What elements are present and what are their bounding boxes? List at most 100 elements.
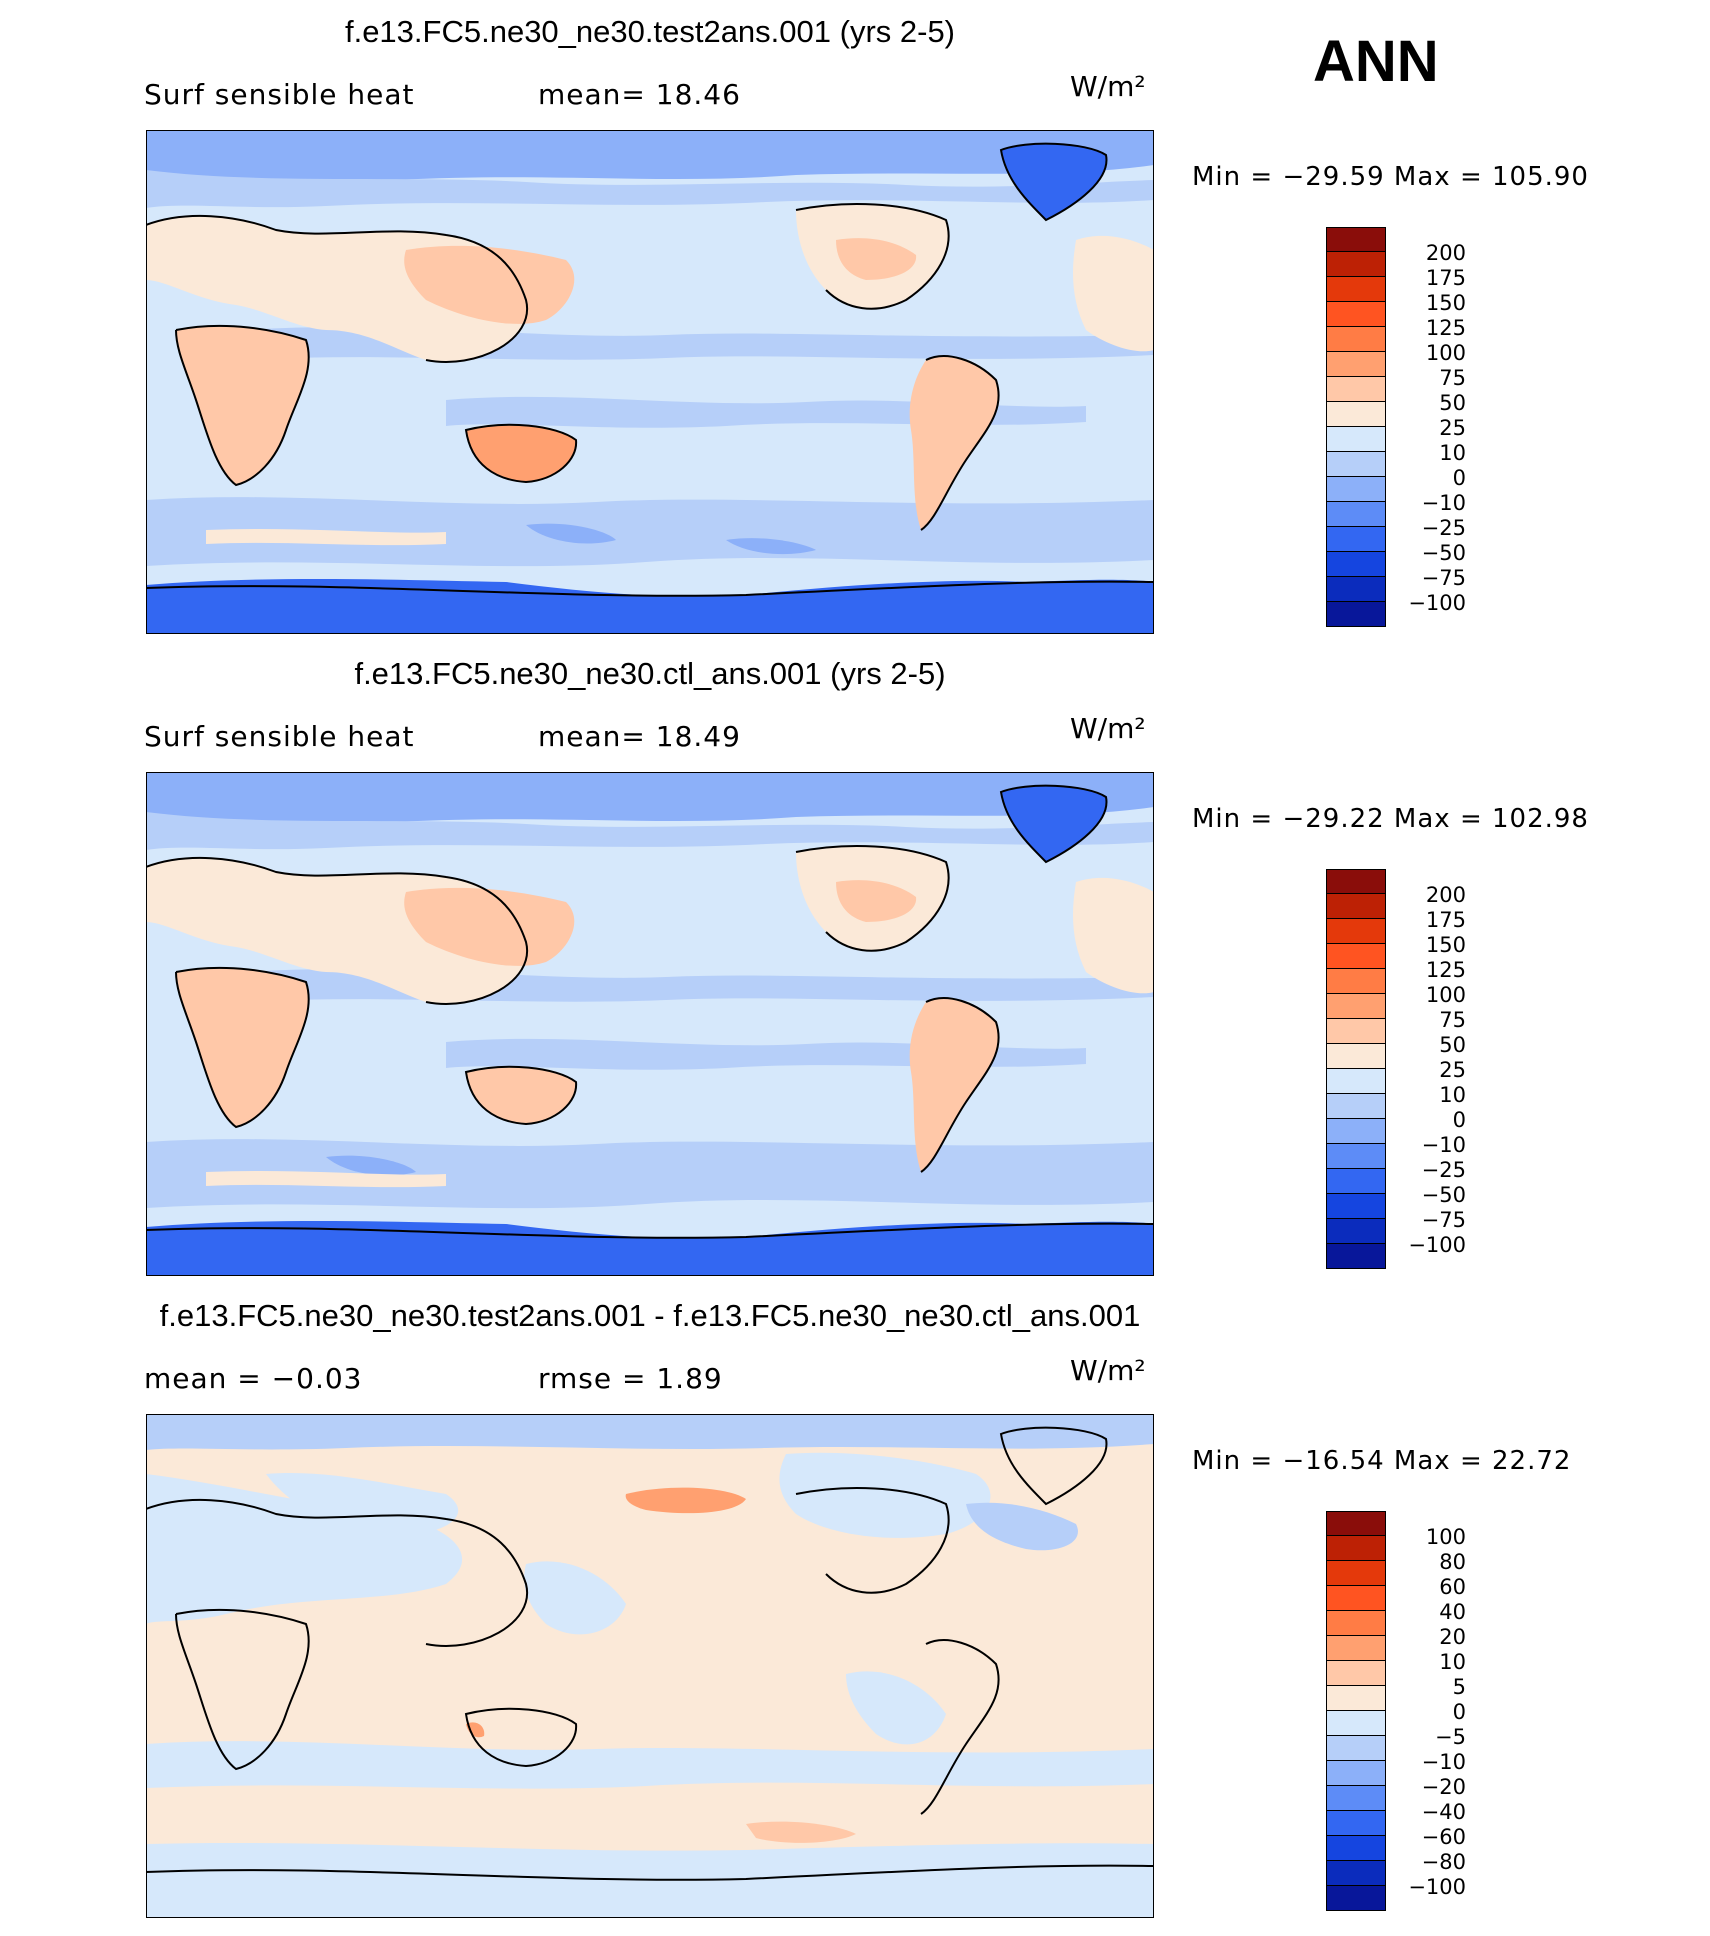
colorbar-label: 50 bbox=[1439, 1033, 1466, 1057]
colorbar-label: 125 bbox=[1425, 958, 1466, 982]
colorbar-cell bbox=[1326, 1836, 1386, 1861]
colorbar-cell bbox=[1326, 1686, 1386, 1711]
colorbar-cell bbox=[1326, 1194, 1386, 1219]
colorbar-label: −25 bbox=[1421, 1158, 1466, 1182]
colorbar-cell bbox=[1326, 577, 1386, 602]
colorbar-cell bbox=[1326, 1019, 1386, 1044]
panel-2-units: W/m² bbox=[1070, 712, 1146, 745]
colorbar-label: −50 bbox=[1421, 1183, 1466, 1207]
colorbar-label: 200 bbox=[1425, 241, 1466, 265]
colorbar-cell bbox=[1326, 969, 1386, 994]
colorbar-cell bbox=[1326, 1886, 1386, 1911]
colorbar-cell bbox=[1326, 1169, 1386, 1194]
colorbar-cell bbox=[1326, 1586, 1386, 1611]
panel-3-mean: mean = −0.03 bbox=[144, 1362, 363, 1395]
colorbar-label: 175 bbox=[1425, 266, 1466, 290]
colorbar-cell bbox=[1326, 452, 1386, 477]
colorbar-cell bbox=[1326, 994, 1386, 1019]
colorbar-cell bbox=[1326, 427, 1386, 452]
colorbar-cell bbox=[1326, 944, 1386, 969]
colorbar-cell bbox=[1326, 302, 1386, 327]
colorbar-cell bbox=[1326, 227, 1386, 252]
colorbar-label: 50 bbox=[1439, 391, 1466, 415]
colorbar-cell bbox=[1326, 252, 1386, 277]
colorbar-cell bbox=[1326, 1511, 1386, 1536]
panel-1-mean: mean= 18.46 bbox=[538, 78, 741, 111]
colorbar-cell bbox=[1326, 352, 1386, 377]
colorbar-label: −60 bbox=[1421, 1825, 1466, 1849]
colorbar-cell bbox=[1326, 1044, 1386, 1069]
colorbar-cell bbox=[1326, 552, 1386, 577]
colorbar-cell bbox=[1326, 1611, 1386, 1636]
colorbar-label: −40 bbox=[1421, 1800, 1466, 1824]
colorbar-label: 25 bbox=[1439, 1058, 1466, 1082]
colorbar-label: −10 bbox=[1421, 1750, 1466, 1774]
panel-2-title: f.e13.FC5.ne30_ne30.ctl_ans.001 (yrs 2-5… bbox=[354, 656, 946, 691]
season-label: ANN bbox=[1313, 29, 1439, 94]
colorbar-cell bbox=[1326, 1119, 1386, 1144]
colorbar-label: −50 bbox=[1421, 541, 1466, 565]
panel-1-minmax: Min = −29.59 Max = 105.90 bbox=[1192, 162, 1589, 192]
panel-2-map bbox=[146, 772, 1154, 1276]
panel-3-colorbar bbox=[1326, 1511, 1386, 1911]
colorbar-cell bbox=[1326, 1786, 1386, 1811]
colorbar-cell bbox=[1326, 1636, 1386, 1661]
colorbar-cell bbox=[1326, 869, 1386, 894]
colorbar-cell bbox=[1326, 1561, 1386, 1586]
panel-2-minmax: Min = −29.22 Max = 102.98 bbox=[1192, 804, 1589, 834]
colorbar-label: 60 bbox=[1439, 1575, 1466, 1599]
colorbar-label: 100 bbox=[1425, 983, 1466, 1007]
colorbar-label: −100 bbox=[1408, 591, 1466, 615]
panel-1-colorbar bbox=[1326, 227, 1386, 627]
colorbar-cell bbox=[1326, 527, 1386, 552]
colorbar-label: 10 bbox=[1439, 441, 1466, 465]
panel-1-units: W/m² bbox=[1070, 70, 1146, 103]
colorbar-label: −75 bbox=[1421, 1208, 1466, 1232]
colorbar-cell bbox=[1326, 1661, 1386, 1686]
colorbar-label: 0 bbox=[1452, 1108, 1466, 1132]
panel-1-title: f.e13.FC5.ne30_ne30.test2ans.001 (yrs 2-… bbox=[344, 14, 956, 49]
colorbar-label: 80 bbox=[1439, 1550, 1466, 1574]
colorbar-label: 100 bbox=[1425, 341, 1466, 365]
colorbar-label: 150 bbox=[1425, 291, 1466, 315]
colorbar-label: 75 bbox=[1439, 366, 1466, 390]
panel-3-title: f.e13.FC5.ne30_ne30.test2ans.001 - f.e13… bbox=[159, 1298, 1141, 1333]
colorbar-cell bbox=[1326, 377, 1386, 402]
colorbar-label: 75 bbox=[1439, 1008, 1466, 1032]
colorbar-cell bbox=[1326, 502, 1386, 527]
colorbar-label: 5 bbox=[1452, 1675, 1466, 1699]
colorbar-label: 150 bbox=[1425, 933, 1466, 957]
colorbar-cell bbox=[1326, 477, 1386, 502]
panel-2-colorbar bbox=[1326, 869, 1386, 1269]
colorbar-label: −25 bbox=[1421, 516, 1466, 540]
colorbar-cell bbox=[1326, 602, 1386, 627]
colorbar-label: −75 bbox=[1421, 566, 1466, 590]
colorbar-label: −10 bbox=[1421, 1133, 1466, 1157]
colorbar-label: −20 bbox=[1421, 1775, 1466, 1799]
panel-3-minmax: Min = −16.54 Max = 22.72 bbox=[1192, 1446, 1572, 1476]
colorbar-cell bbox=[1326, 1144, 1386, 1169]
colorbar-cell bbox=[1326, 327, 1386, 352]
colorbar-label: −5 bbox=[1435, 1725, 1466, 1749]
panel-1-variable-label: Surf sensible heat bbox=[144, 78, 415, 111]
colorbar-cell bbox=[1326, 919, 1386, 944]
colorbar-label: 10 bbox=[1439, 1650, 1466, 1674]
colorbar-label: 175 bbox=[1425, 908, 1466, 932]
colorbar-cell bbox=[1326, 1244, 1386, 1269]
colorbar-cell bbox=[1326, 894, 1386, 919]
panel-3-map bbox=[146, 1414, 1154, 1918]
colorbar-cell bbox=[1326, 1094, 1386, 1119]
colorbar-label: −100 bbox=[1408, 1233, 1466, 1257]
colorbar-label: −10 bbox=[1421, 491, 1466, 515]
panel-3-rmse: rmse = 1.89 bbox=[538, 1362, 723, 1395]
colorbar-label: 0 bbox=[1452, 466, 1466, 490]
colorbar-cell bbox=[1326, 402, 1386, 427]
colorbar-cell bbox=[1326, 1736, 1386, 1761]
colorbar-label: 40 bbox=[1439, 1600, 1466, 1624]
colorbar-label: 10 bbox=[1439, 1083, 1466, 1107]
colorbar-cell bbox=[1326, 1811, 1386, 1836]
colorbar-label: 200 bbox=[1425, 883, 1466, 907]
colorbar-label: 125 bbox=[1425, 316, 1466, 340]
panel-2-mean: mean= 18.49 bbox=[538, 720, 741, 753]
colorbar-label: −100 bbox=[1408, 1875, 1466, 1899]
